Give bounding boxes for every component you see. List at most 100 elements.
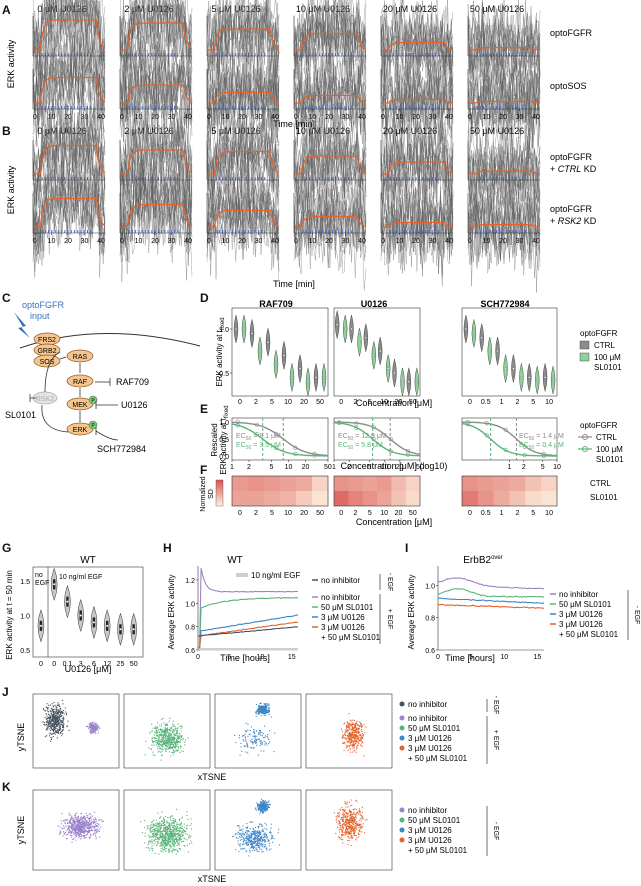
panel-k-1-point <box>163 819 165 821</box>
panel-a-r1c3-light-pulse <box>312 106 314 109</box>
panel-j-1-point <box>175 733 177 735</box>
panel-d-1-violin-median-ctrl <box>350 327 353 331</box>
panel-k-0-point <box>83 825 85 827</box>
panel-j-3-point <box>357 730 359 732</box>
panel-j-0-point <box>52 729 54 731</box>
panel-j-1-point <box>149 732 151 734</box>
panel-a-r0c1-light-pulse <box>151 53 153 56</box>
panel-k-0-point <box>71 841 73 843</box>
panel-j-1-point <box>172 749 174 751</box>
panel-k-2-point <box>270 838 272 840</box>
panel-k-1-point <box>181 830 183 832</box>
panel-j-2-point <box>265 708 267 710</box>
panel-a-r1c4-light-pulse <box>428 106 430 109</box>
panel-j-3-point <box>358 732 360 734</box>
panel-k-2-point <box>258 838 260 840</box>
panel-k-0-point <box>87 833 89 835</box>
panel-b-r1c3-light-pulse <box>305 230 307 233</box>
panel-j-1-point <box>159 734 161 736</box>
panel-b-r0c5-light-pulse <box>525 177 527 180</box>
panel-k-0-point <box>95 829 97 831</box>
panel-j-0-point <box>96 727 98 729</box>
panel-j-1-point <box>157 730 159 732</box>
panel-k-2-point <box>263 835 265 837</box>
panel-j-1-point <box>168 751 170 753</box>
panel-k-1-point <box>164 837 166 839</box>
panel-k-2-point <box>259 838 261 840</box>
panel-k-1-point <box>151 847 153 849</box>
panel-d-1-x-tick-label: 50 <box>409 399 417 406</box>
panel-k-1-point <box>176 849 178 851</box>
panel-j-2-point <box>255 742 257 744</box>
panel-b-r1c2-x-tick-label: 10 <box>222 238 230 245</box>
panel-b-r1c5-x-tick-label: 10 <box>483 238 491 245</box>
panel-j-1-point <box>165 743 167 745</box>
panel-j-2-point <box>259 733 261 735</box>
panel-k-1-point <box>174 834 176 836</box>
panel-k-1-point <box>168 841 170 843</box>
panel-k-0-point <box>77 817 79 819</box>
panel-k-2-point <box>254 808 256 810</box>
panel-k-1-point <box>163 817 165 819</box>
panel-k-1-point <box>163 822 165 824</box>
panel-k-2-point <box>246 832 248 834</box>
panel-j-1-point <box>179 725 181 727</box>
panel-a-r1c5-light-pulse <box>512 106 514 109</box>
panel-j-1-point <box>171 731 173 733</box>
panel-j-1-point <box>164 734 166 736</box>
panel-k-1-point <box>181 825 183 827</box>
panel-d-0-violin-median-ctrl <box>282 354 286 357</box>
panel-a-r0c4-light-pulse <box>389 53 391 56</box>
panel-k-0-point <box>81 822 83 824</box>
panel-k-0-point <box>82 822 84 824</box>
panel-j-2-point <box>244 745 246 747</box>
panel-k-0-point <box>91 825 93 827</box>
panel-j-1-point <box>163 735 165 737</box>
panel-j-3-point <box>353 740 355 742</box>
panel-k-0-point <box>83 815 85 817</box>
panel-k-1-point <box>160 826 162 828</box>
panel-j-2-point <box>260 702 262 704</box>
panel-j-1-point <box>156 744 158 746</box>
panel-j-0-point <box>51 723 53 725</box>
panel-j-2-point <box>250 726 252 728</box>
panel-k-1-point <box>168 836 170 838</box>
panel-j-2-point <box>261 742 263 744</box>
panel-j-1-point <box>160 751 162 753</box>
panel-k-0-point <box>83 836 85 838</box>
panel-k-1-point <box>168 844 170 846</box>
panel-a-r1c5-light-pulse <box>496 106 498 109</box>
panel-j-2-point <box>258 713 260 715</box>
panel-b-r1c0-light-pulse <box>57 230 59 233</box>
panel-k-1-point <box>175 825 177 827</box>
panel-j-3-point <box>352 745 354 747</box>
panel-k-1-point <box>169 816 171 818</box>
panel-b-r1c4-light-pulse <box>399 230 401 233</box>
panel-i-series-no-inhibitor <box>437 577 545 590</box>
panel-k-1-point <box>176 838 178 840</box>
panel-a-r1c3-x-tick-label: 0 <box>294 114 298 121</box>
panel-k-1-point <box>183 831 185 833</box>
panel-j-2-point <box>264 711 266 713</box>
panel-k-1-point <box>163 840 165 842</box>
panel-a-r1c2-x-tick-label: 40 <box>271 114 279 121</box>
panel-k-0-point <box>90 836 92 838</box>
panel-j-0-point <box>49 714 51 716</box>
panel-k-0-point <box>79 824 81 826</box>
panel-j-1-point <box>173 733 175 735</box>
panel-k-1-point <box>164 848 166 850</box>
panel-k-ylabel: yTSNE <box>16 816 26 845</box>
panel-k-2-point <box>263 800 265 802</box>
panel-j-0-point <box>61 723 63 725</box>
panel-k-1-point <box>161 842 163 844</box>
panel-k-0-point <box>69 820 71 822</box>
panel-j-3-point <box>349 735 351 737</box>
panel-b-r0c5-light-pulse <box>512 177 514 180</box>
panel-j-0-point <box>89 731 91 733</box>
panel-k-1-point <box>144 832 146 834</box>
panel-j-0-point <box>46 726 48 728</box>
panel-j-0-point <box>55 715 57 717</box>
panel-j-0-point <box>45 706 47 708</box>
panel-j-0-point <box>52 706 54 708</box>
panel-a-r0c2-light-pulse <box>235 53 237 56</box>
